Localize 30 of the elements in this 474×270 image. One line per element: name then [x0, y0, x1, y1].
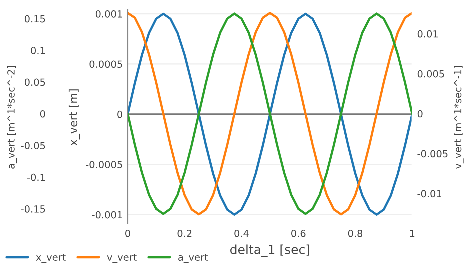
x-tick-label: 0.2: [178, 230, 192, 238]
y3-tick-label: -0.15: [21, 206, 46, 213]
legend-label: x_vert: [36, 254, 66, 264]
legend-label: v_vert: [107, 254, 137, 264]
x-tick-label: 0: [126, 230, 130, 238]
legend-label: a_vert: [178, 254, 208, 264]
x-tick-label: 0.6: [292, 230, 306, 238]
y-tick-label: -0.0005: [86, 161, 122, 168]
x-tick-label: 1: [410, 230, 415, 238]
y3-tick-label: -0.05: [21, 142, 46, 150]
y3-tick-label: 0.05: [24, 78, 46, 86]
y2-tick-label: -0.01: [418, 190, 442, 198]
x-tick-label: 0.4: [234, 230, 249, 238]
y2-tick-label: 0: [418, 110, 423, 118]
y2-axis-title: v_vert [m^1*sec^-1]: [454, 66, 464, 170]
y2-tick-label: 0.005: [418, 70, 444, 78]
y2-tick-label: -0.005: [418, 150, 448, 158]
y3-tick-label: 0: [40, 110, 46, 118]
y3-tick-label: 0.1: [31, 47, 46, 54]
y-tick-label: -0.001: [92, 211, 122, 219]
y-tick-label: 0.0005: [90, 60, 122, 68]
y-axis-title: x_vert [m]: [68, 90, 80, 146]
y-tick-label: 0: [118, 110, 122, 118]
x-tick-label: 0.8: [348, 230, 363, 238]
y2-tick-label: 0.01: [418, 30, 438, 38]
y3-tick-label: 0.15: [24, 15, 46, 23]
y3-tick-label: -0.1: [27, 174, 46, 182]
x-axis-title: delta_1 [sec]: [230, 244, 310, 258]
y3-axis-title: a_vert [m^1*sec^-2]: [7, 66, 18, 169]
y-tick-label: 0.001: [96, 10, 122, 18]
